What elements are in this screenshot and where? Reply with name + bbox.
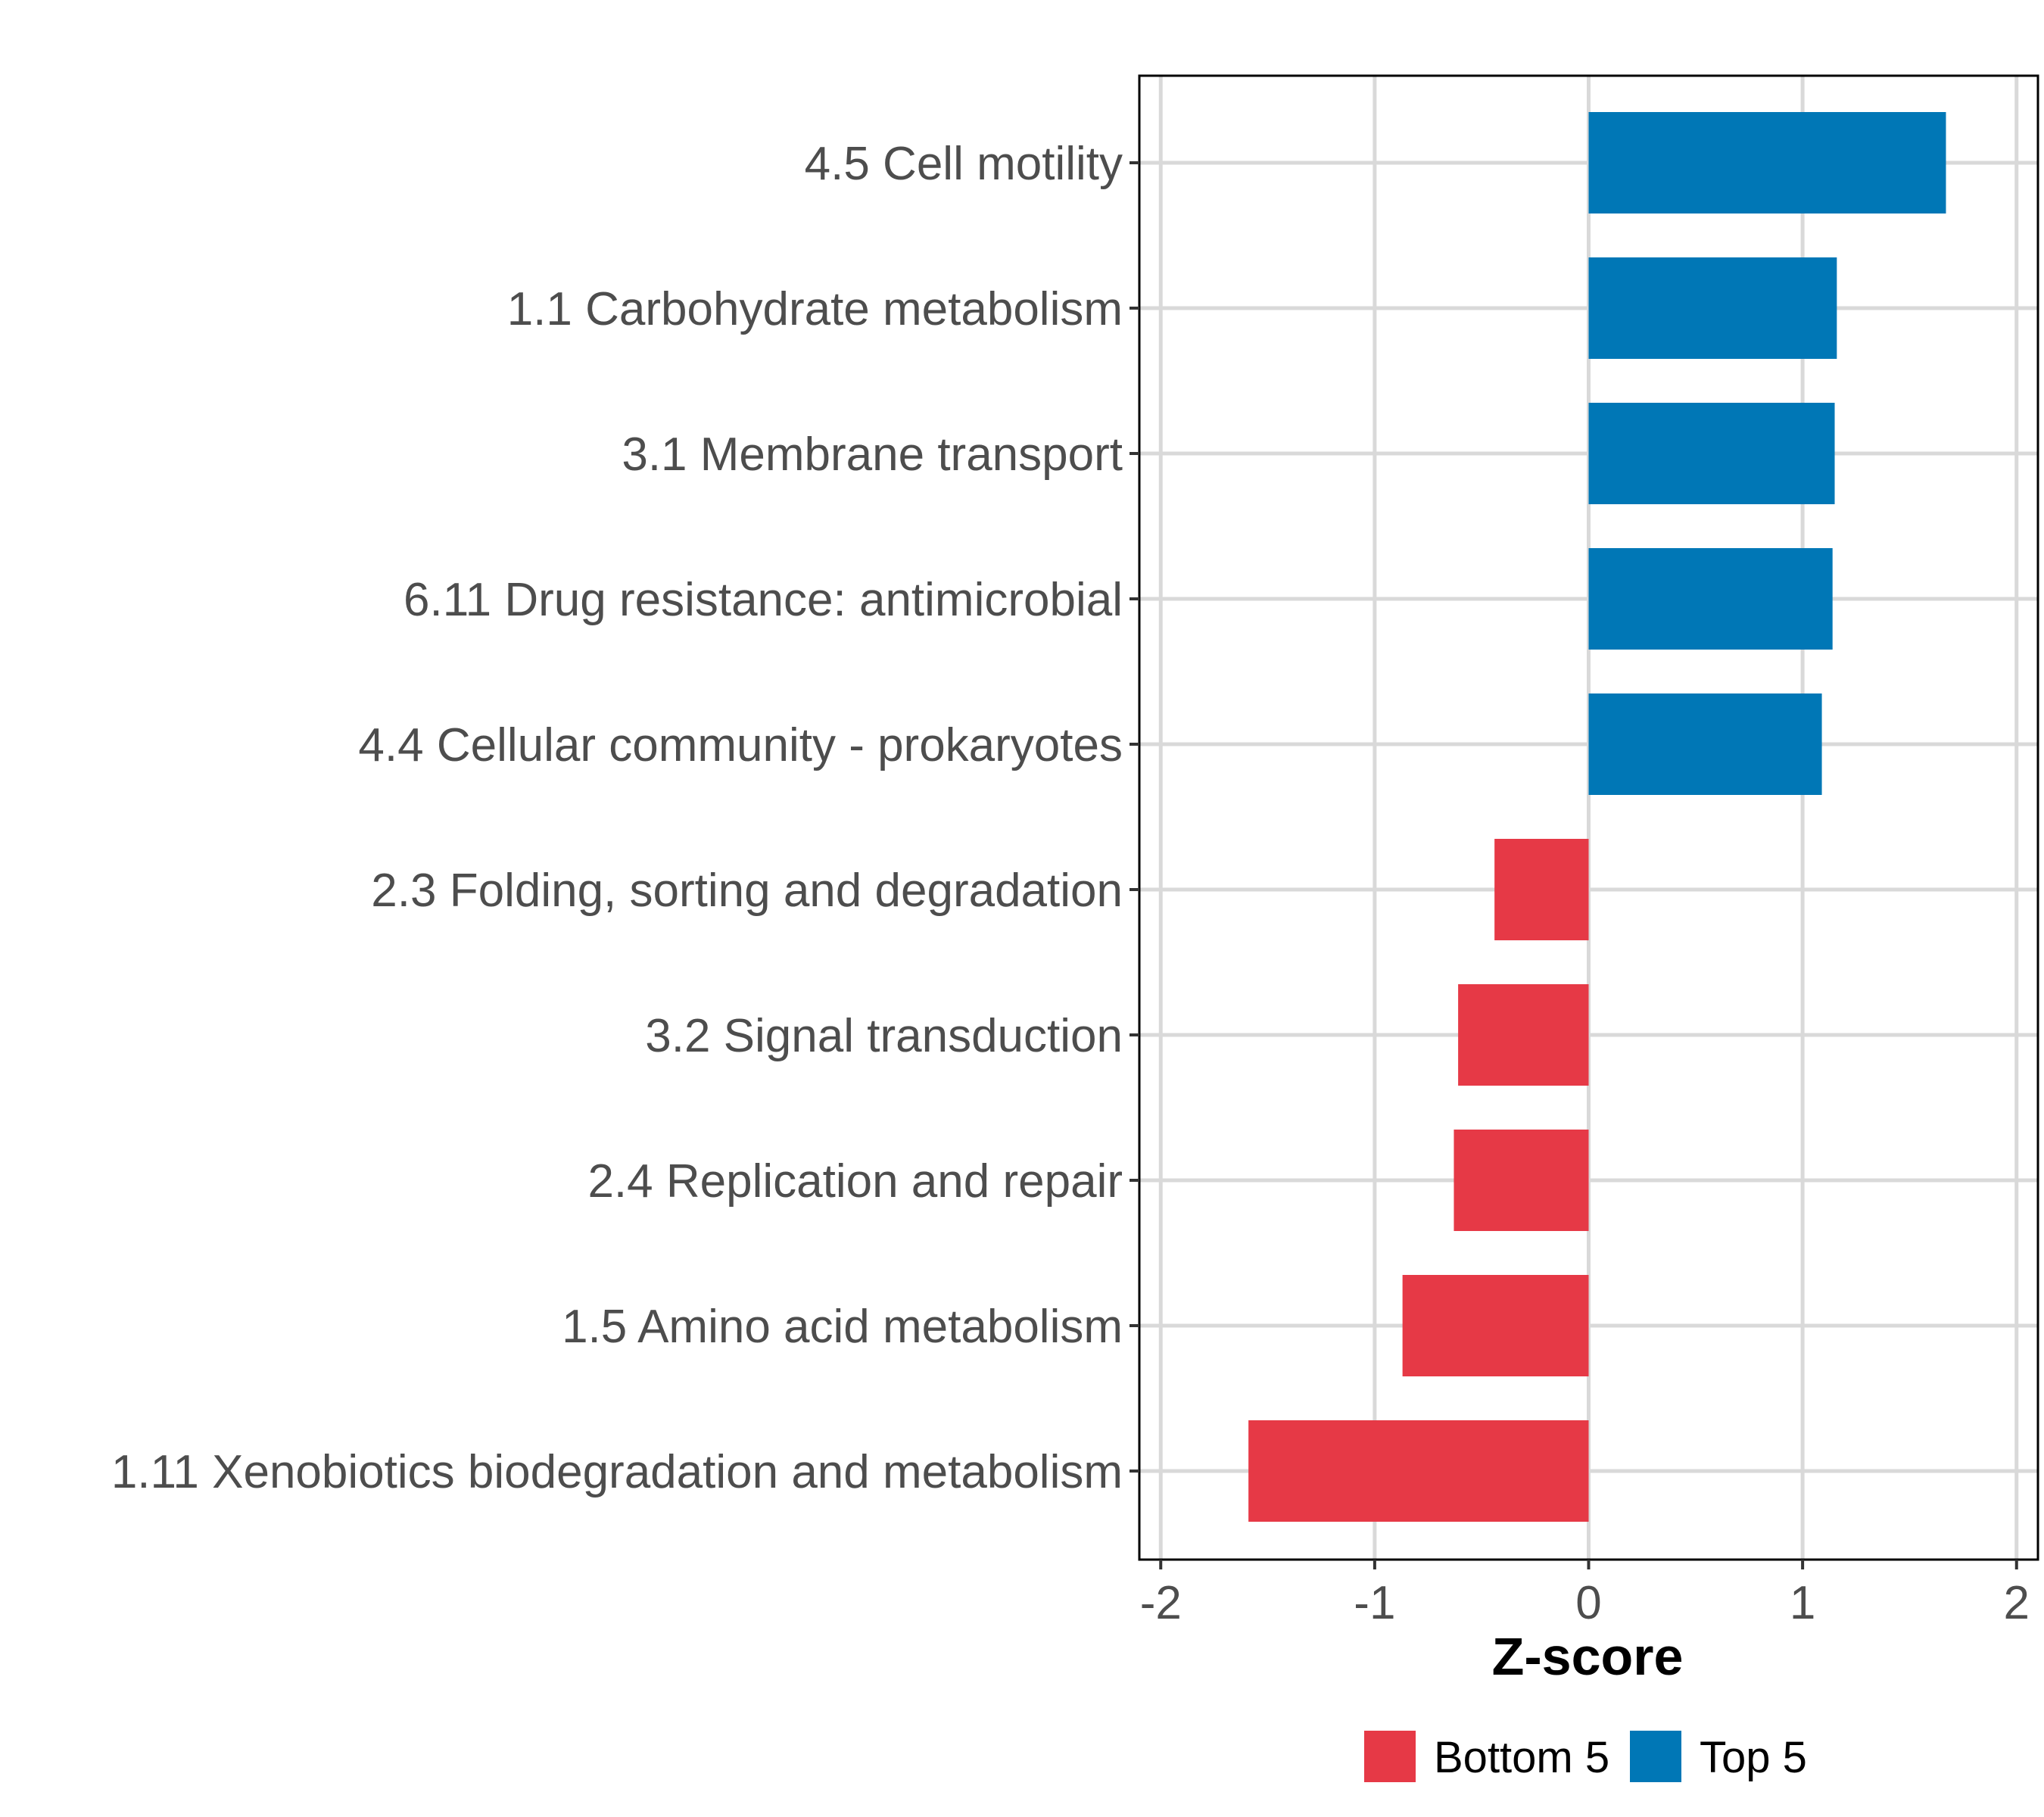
x-tick-label: 0: [1575, 1577, 1601, 1629]
y-axis-label: 6.11 Drug resistance: antimicrobial: [404, 574, 1123, 626]
x-axis-tick-labels: -2 -1 0 1 2: [1140, 1577, 2030, 1629]
x-axis-ticks: [1159, 1560, 2018, 1569]
bar-10: [1248, 1420, 1589, 1522]
x-tick-label: -1: [1354, 1577, 1395, 1629]
y-axis-label: 1.1 Carbohydrate metabolism: [507, 283, 1123, 335]
bar-7: [1458, 984, 1589, 1086]
y-axis-label: 3.2 Signal transduction: [645, 1010, 1123, 1062]
y-axis-ticks: [1129, 161, 1139, 1473]
bar-4: [1588, 548, 1833, 650]
bar-5: [1588, 693, 1822, 795]
legend-key: [1364, 1731, 1416, 1782]
y-axis-label: 4.4 Cellular community - prokaryotes: [358, 719, 1123, 771]
bar-2: [1588, 257, 1837, 359]
y-axis-label: 2.4 Replication and repair: [587, 1155, 1123, 1208]
legend: Bottom 5 Top 5: [1364, 1731, 1807, 1782]
x-tick-label: -2: [1140, 1577, 1182, 1629]
y-axis-labels: 4.5 Cell motility 1.1 Carbohydrate metabo…: [111, 138, 1123, 1498]
y-axis-label: 2.3 Folding, sorting and degradation: [371, 865, 1123, 917]
bar-8: [1454, 1130, 1589, 1231]
y-axis-label: 3.1 Membrane transport: [622, 429, 1123, 481]
y-axis-label: 1.5 Amino acid metabolism: [562, 1301, 1123, 1353]
x-tick-label: 1: [1790, 1577, 1815, 1629]
bar-6: [1494, 839, 1589, 940]
bar-9: [1402, 1275, 1589, 1376]
bar-3: [1588, 403, 1835, 504]
legend-label: Top 5: [1700, 1733, 1807, 1782]
bar-1: [1588, 112, 1946, 213]
x-tick-label: 2: [2003, 1577, 2029, 1629]
x-axis-title: Z-score: [1492, 1627, 1684, 1686]
legend-key: [1630, 1731, 1681, 1782]
bars: [1248, 112, 1946, 1522]
y-axis-label: 4.5 Cell motility: [805, 138, 1123, 190]
y-axis-label: 1.11 Xenobiotics biodegradation and meta…: [111, 1446, 1123, 1498]
legend-label: Bottom 5: [1434, 1733, 1609, 1782]
